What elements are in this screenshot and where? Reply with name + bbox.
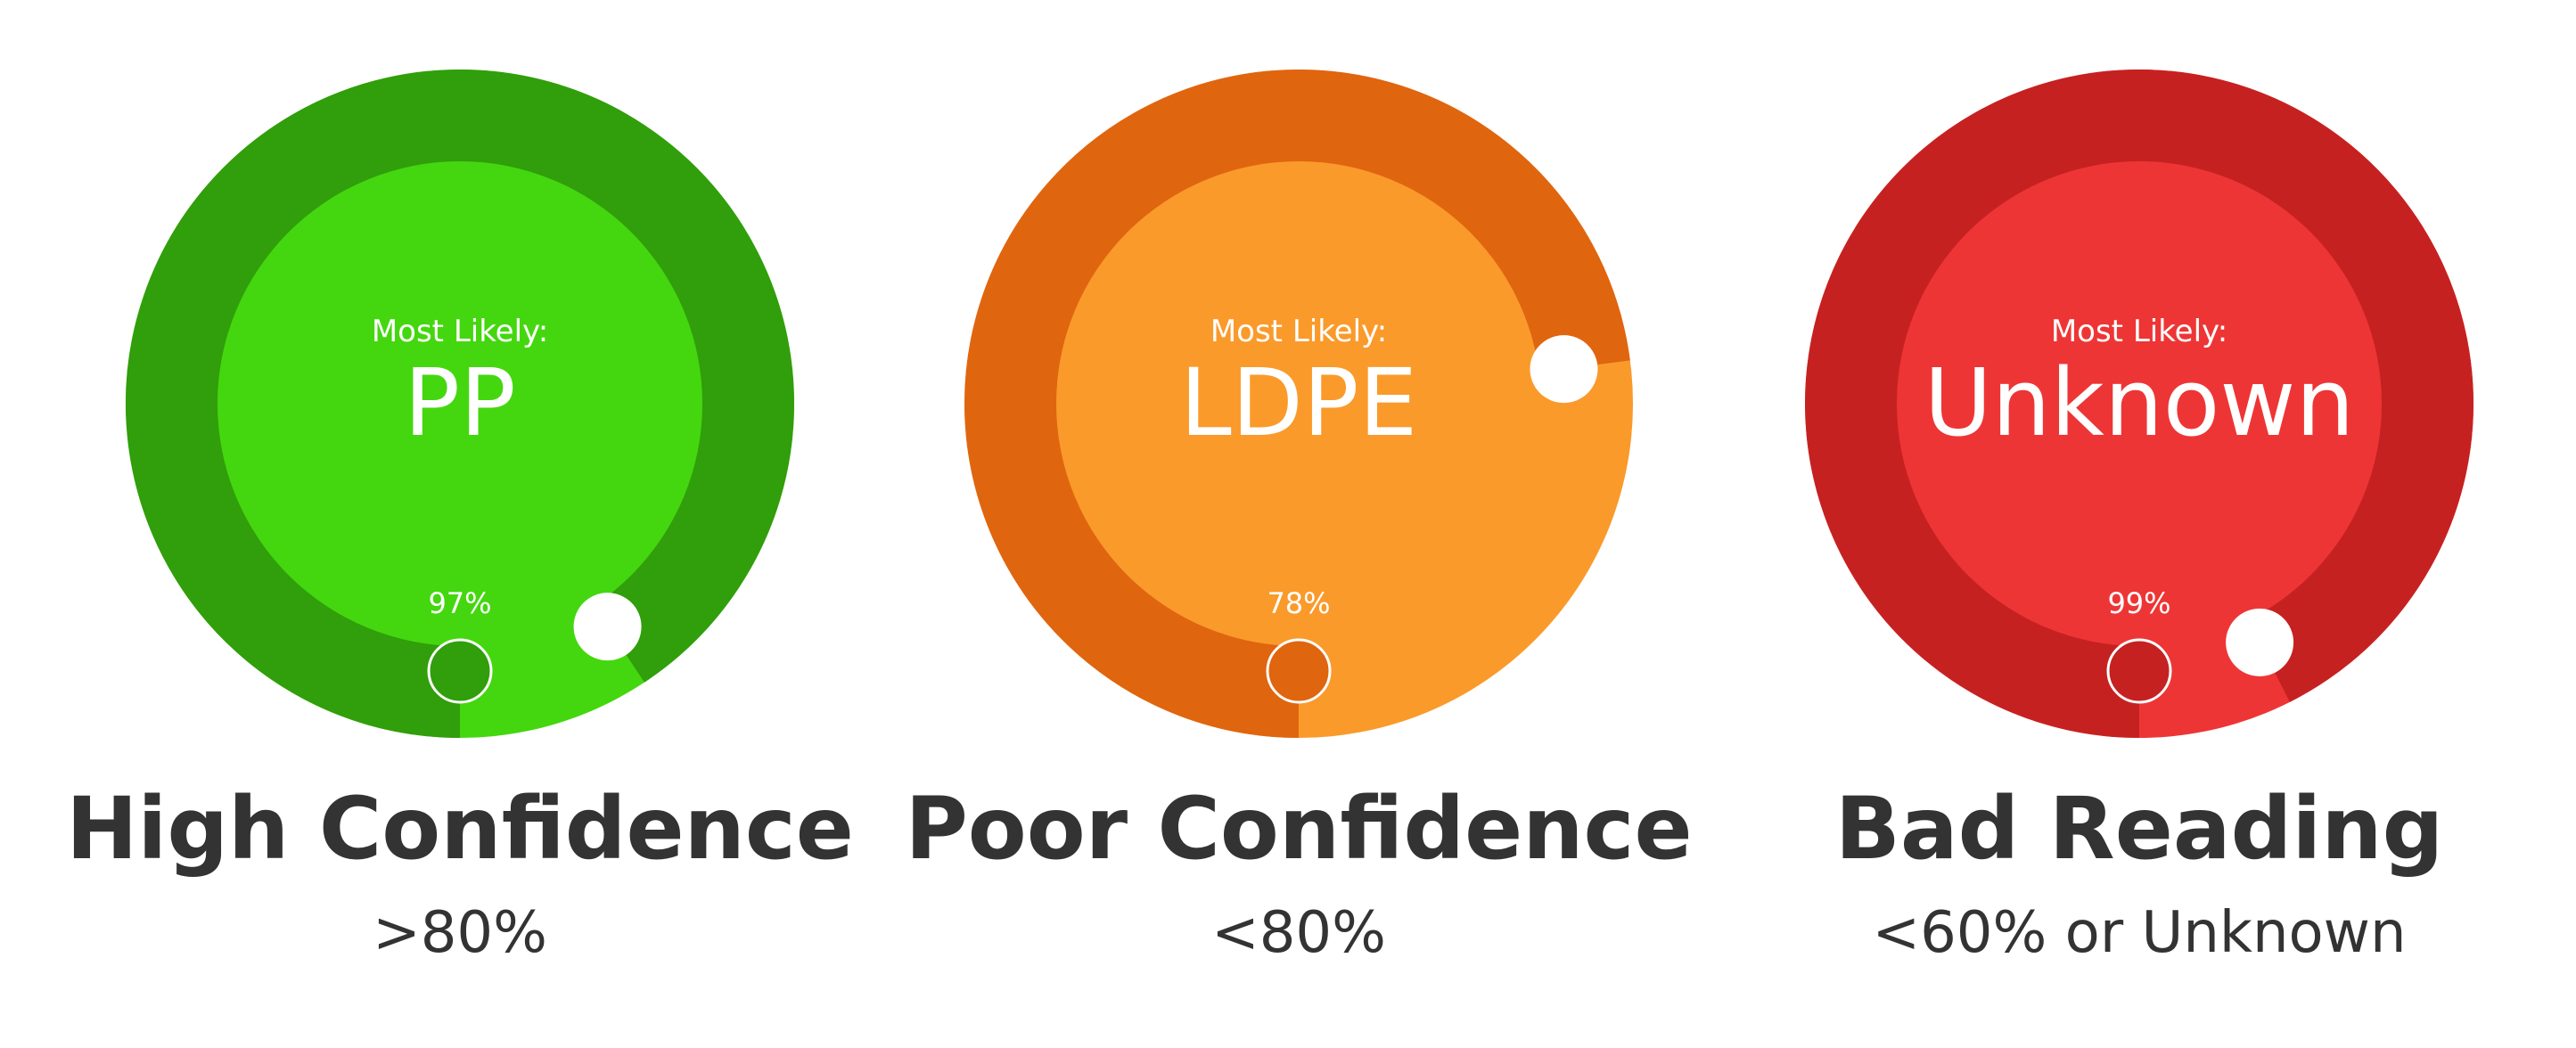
gauge-dial <box>964 70 1633 738</box>
most-likely-label: Most Likely: <box>2050 314 2228 349</box>
gauge-dial <box>1805 70 2473 738</box>
confidence-percent: 99% <box>2107 586 2171 620</box>
confidence-heading: Bad Reading <box>1834 779 2444 879</box>
most-likely-label: Most Likely: <box>371 314 549 349</box>
gauge-progress-arc <box>126 70 794 738</box>
confidence-heading: Poor Confidence <box>905 779 1693 879</box>
gauge-dial <box>126 70 794 738</box>
confidence-heading: High Confidence <box>66 779 854 879</box>
most-likely-value: Unknown <box>1924 348 2355 457</box>
confidence-percent: 78% <box>1267 586 1331 620</box>
gauge-progress-arc <box>1805 70 2473 738</box>
gauge-start-marker <box>2106 638 2172 704</box>
gauge-progress-knob[interactable] <box>573 593 642 661</box>
gauge-inner-disc <box>1897 161 2382 646</box>
gauge-start-marker <box>427 638 493 704</box>
gauge-inner-disc <box>1056 161 1541 646</box>
gauge-progress-arc <box>964 70 1630 738</box>
confidence-threshold: <80% <box>1211 900 1386 966</box>
gauge-start-marker <box>1266 638 1332 704</box>
gauge-inner-disc <box>217 161 702 646</box>
gauge-high-confidence: Most Likely: PP 97% High Confidence >80% <box>32 0 888 1048</box>
confidence-percent: 97% <box>428 586 492 620</box>
confidence-threshold: >80% <box>373 900 547 966</box>
most-likely-value: LDPE <box>1179 348 1418 457</box>
gauge-progress-knob[interactable] <box>2226 608 2294 676</box>
gauge-poor-confidence: Most Likely: LDPE 78% Poor Confidence <8… <box>871 0 1727 1048</box>
most-likely-value: PP <box>404 348 516 457</box>
most-likely-label: Most Likely: <box>1210 314 1388 349</box>
gauge-bad-reading: Most Likely: Unknown 99% Bad Reading <60… <box>1711 0 2567 1048</box>
confidence-threshold: <60% or Unknown <box>1872 900 2407 966</box>
gauge-progress-knob[interactable] <box>1530 335 1598 404</box>
